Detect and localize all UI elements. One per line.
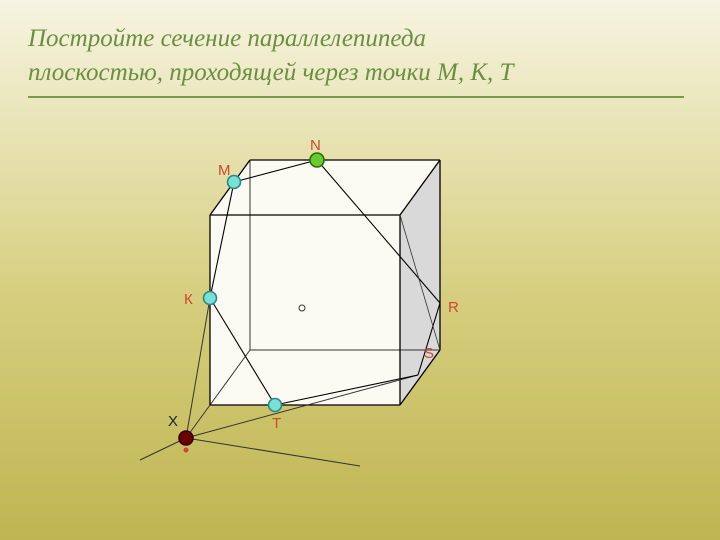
diagram-svg: М N К R S Т Х (0, 0, 720, 540)
svg-text:К: К (184, 291, 193, 308)
svg-text:М: М (218, 162, 231, 179)
svg-text:S: S (424, 345, 434, 362)
svg-text:Т: Т (272, 415, 281, 432)
svg-text:Х: Х (168, 413, 178, 430)
svg-text:R: R (448, 299, 459, 316)
svg-text:N: N (310, 137, 321, 154)
